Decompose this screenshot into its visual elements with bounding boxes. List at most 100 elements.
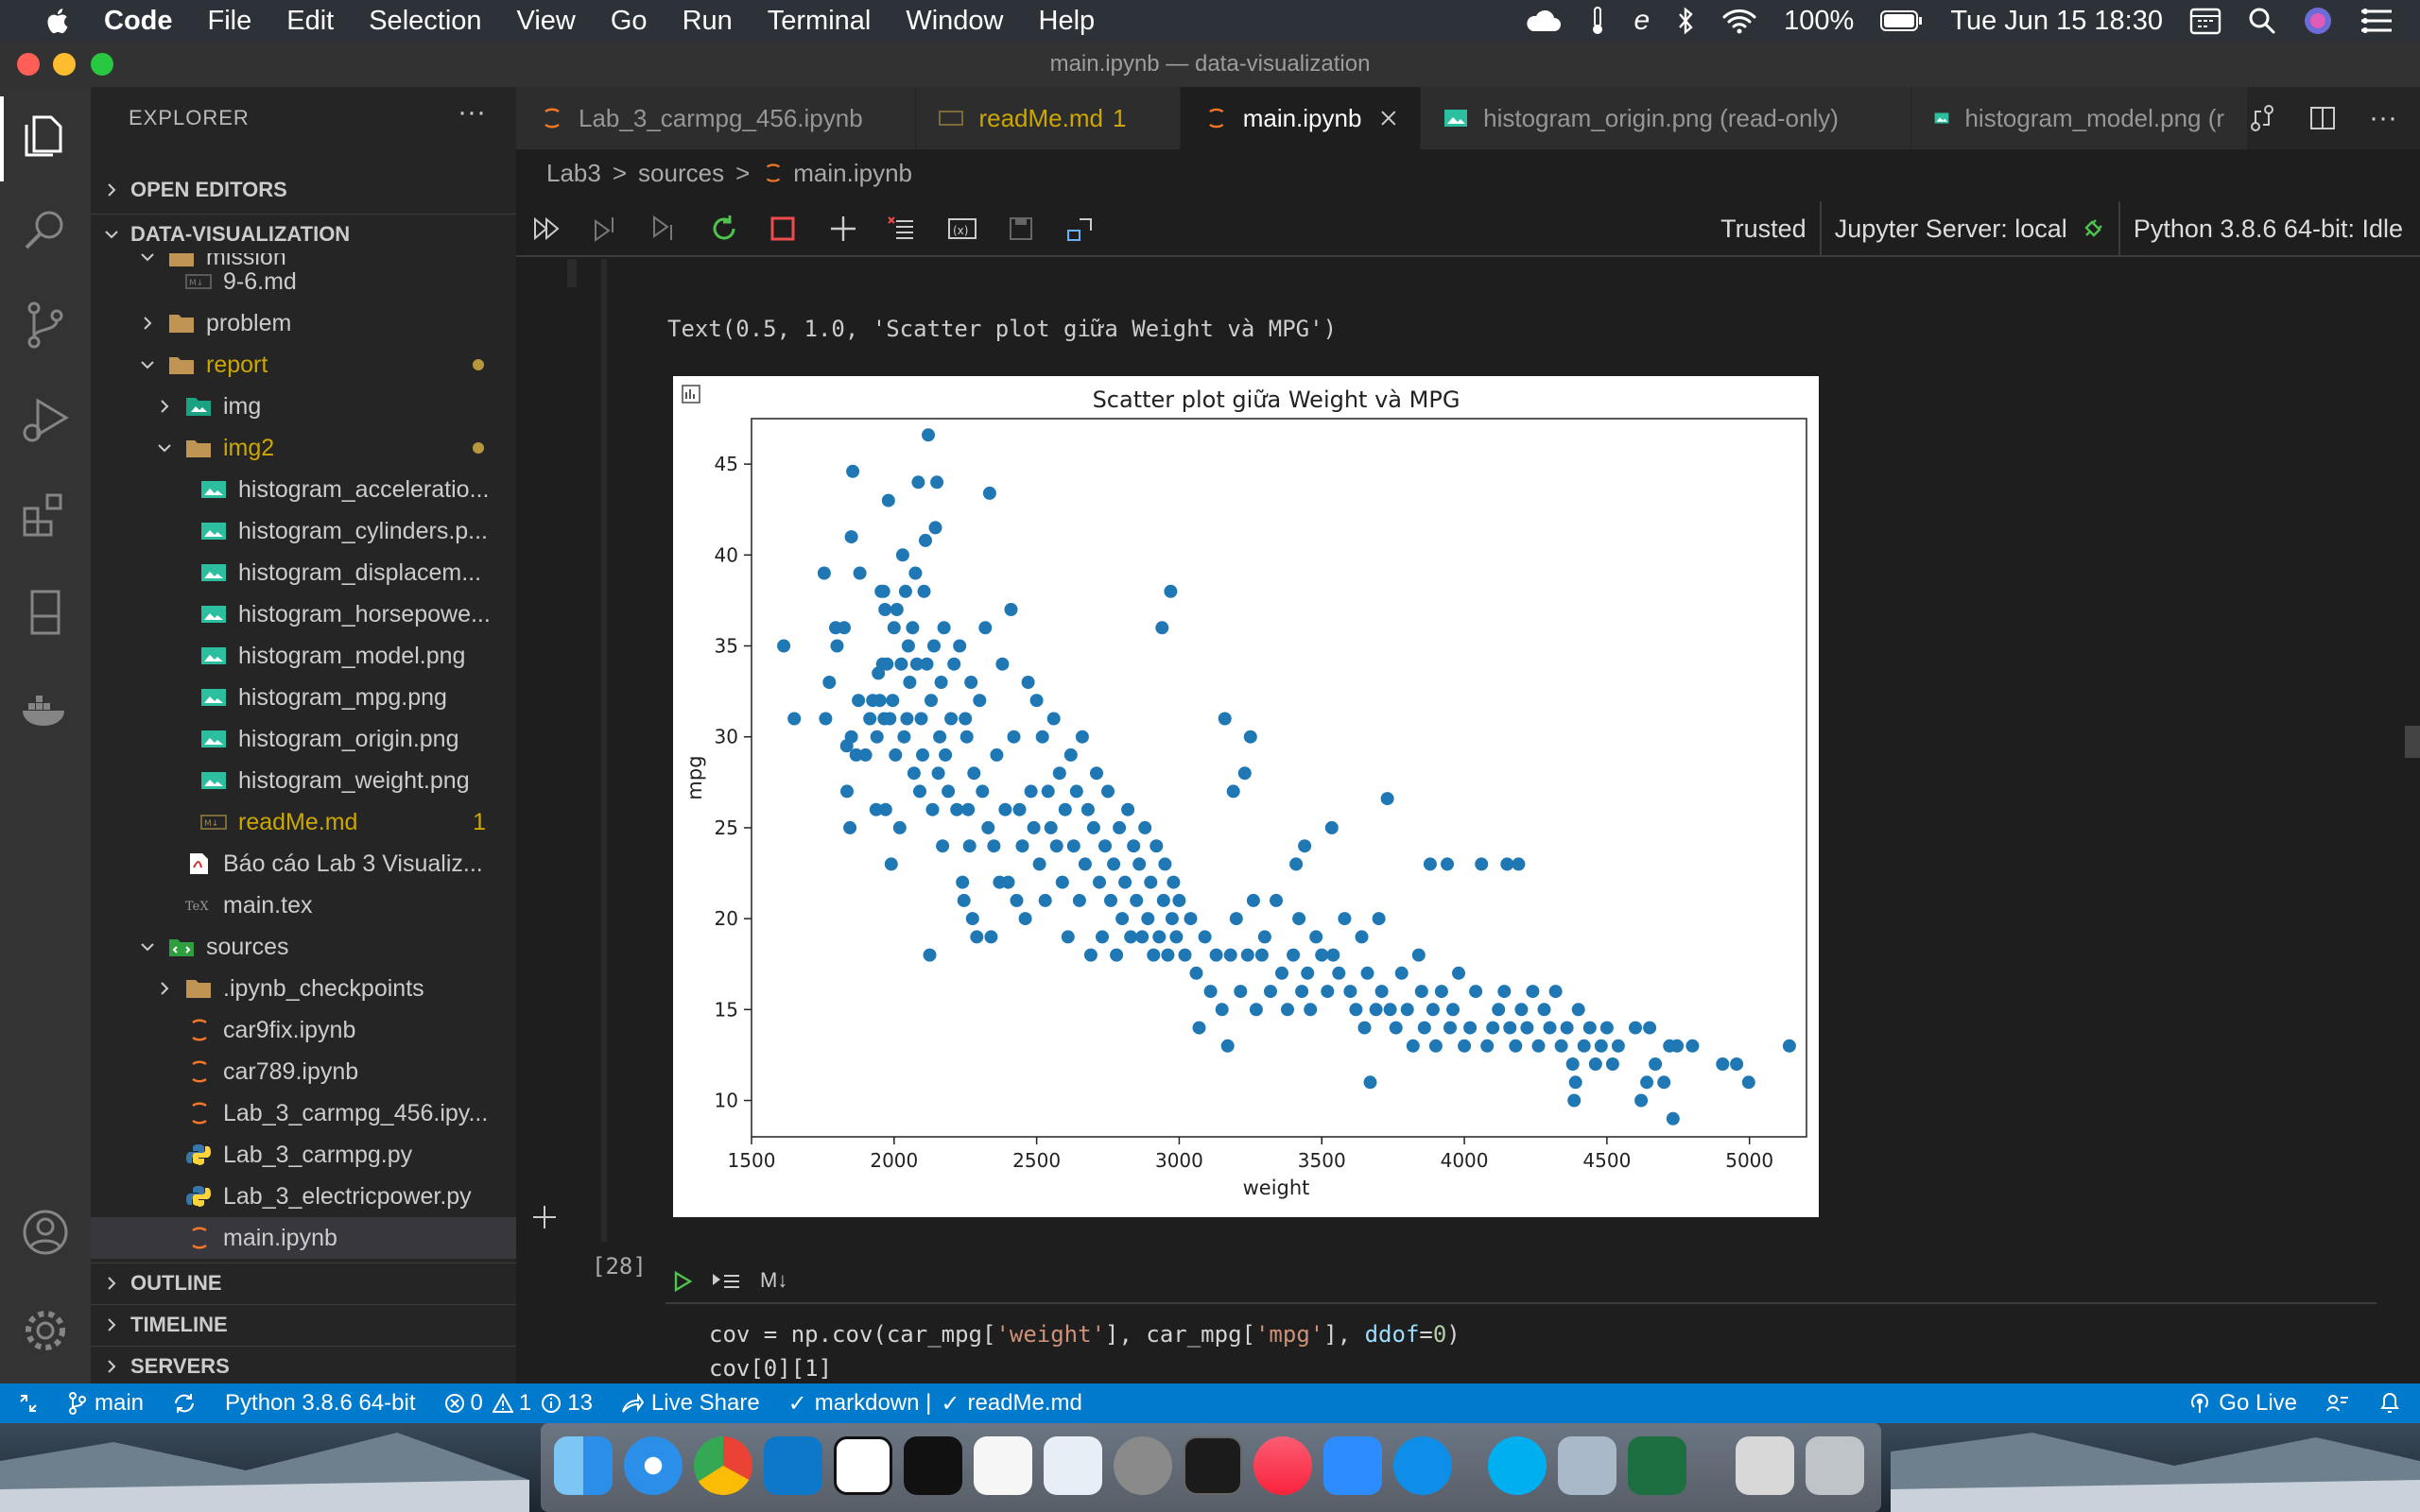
run-above-icon[interactable] bbox=[590, 214, 620, 244]
reminders-icon[interactable] bbox=[974, 1436, 1032, 1495]
account-icon[interactable] bbox=[17, 1204, 74, 1261]
tree-item-sources[interactable]: sources bbox=[91, 926, 516, 968]
breadcrumb-item[interactable]: main.ipynb bbox=[793, 158, 912, 187]
section-timeline[interactable]: TIMELINE bbox=[91, 1304, 516, 1344]
tree-item-lab3-carmpg-py[interactable]: Lab_3_carmpg.py bbox=[91, 1134, 516, 1176]
tree-item-9-6-md[interactable]: M↓ 9-6.md bbox=[91, 261, 516, 302]
safari-icon[interactable] bbox=[624, 1436, 683, 1495]
tree-item-report[interactable]: report bbox=[91, 344, 516, 386]
extensions-icon[interactable] bbox=[17, 486, 74, 542]
cloud-icon[interactable] bbox=[1524, 9, 1562, 33]
more-actions-icon[interactable]: ··· bbox=[458, 96, 486, 128]
remote-indicator[interactable] bbox=[17, 1392, 40, 1415]
problems-status[interactable]: 0 1 13 bbox=[444, 1390, 593, 1417]
add-cell-icon[interactable] bbox=[531, 1204, 558, 1230]
restart-kernel-icon[interactable] bbox=[709, 214, 739, 244]
jupyter-server-status[interactable]: Jupyter Server: local bbox=[1834, 214, 2067, 243]
breadcrumb-item[interactable]: sources bbox=[638, 158, 725, 187]
scrollbar-thumb[interactable] bbox=[2405, 726, 2420, 758]
feedback-button[interactable] bbox=[2325, 1392, 2350, 1415]
tree-item-ipynb-checkpoints[interactable]: .ipynb_checkpoints bbox=[91, 968, 516, 1009]
source-control-icon[interactable] bbox=[17, 297, 74, 353]
wifi-icon[interactable] bbox=[1721, 8, 1757, 34]
menu-help[interactable]: Help bbox=[1038, 5, 1096, 36]
menu-selection[interactable]: Selection bbox=[369, 5, 482, 36]
menu-app-name[interactable]: Code bbox=[104, 5, 173, 36]
tree-item-main-ipynb[interactable]: main.ipynb bbox=[91, 1217, 516, 1259]
trash-icon[interactable] bbox=[1806, 1436, 1864, 1495]
tree-item-lab3-electricpower[interactable]: Lab_3_electricpower.py bbox=[91, 1176, 516, 1217]
tree-item-main-tex[interactable]: TeX main.tex bbox=[91, 885, 516, 926]
gear-icon[interactable] bbox=[17, 1302, 74, 1359]
trusted-status[interactable]: Trusted bbox=[1720, 214, 1806, 243]
docker-icon[interactable] bbox=[17, 682, 74, 739]
python-interpreter[interactable]: Python 3.8.6 64-bit bbox=[225, 1390, 416, 1416]
vscode-icon[interactable] bbox=[764, 1436, 822, 1495]
section-servers[interactable]: SERVERS bbox=[91, 1346, 516, 1385]
run-below-icon[interactable] bbox=[711, 1270, 741, 1293]
music-icon[interactable] bbox=[1253, 1436, 1312, 1495]
menu-edit[interactable]: Edit bbox=[286, 5, 335, 36]
search-icon[interactable] bbox=[17, 202, 74, 259]
clear-outputs-icon[interactable] bbox=[887, 214, 917, 244]
tab-main-ipynb[interactable]: main.ipynb bbox=[1181, 87, 1422, 149]
more-actions-icon[interactable]: ··· bbox=[2369, 102, 2398, 133]
tree-item-car789[interactable]: car789.ipynb bbox=[91, 1051, 516, 1092]
edge-icon[interactable]: e bbox=[1634, 5, 1651, 36]
maximize-window-button[interactable] bbox=[91, 53, 113, 76]
add-cell-icon[interactable] bbox=[828, 214, 858, 244]
tableau-icon[interactable] bbox=[1044, 1436, 1102, 1495]
menu-file[interactable]: File bbox=[207, 5, 252, 36]
preview-icon[interactable] bbox=[1558, 1436, 1616, 1495]
tree-item-lab3-carmpg-456[interactable]: Lab_3_carmpg_456.ipy... bbox=[91, 1092, 516, 1134]
tree-item-img[interactable]: img bbox=[91, 386, 516, 427]
tree-item-histogram-weight[interactable]: histogram_weight.png bbox=[91, 760, 516, 801]
tab-histogram-model[interactable]: histogram_model.png (r bbox=[1911, 87, 2249, 149]
teamviewer-icon[interactable] bbox=[1393, 1436, 1452, 1495]
tree-item-problem[interactable]: problem bbox=[91, 302, 516, 344]
tree-item-histogram-horsepower[interactable]: histogram_horsepowe... bbox=[91, 593, 516, 635]
code-cell[interactable]: cov = np.cov(car_mpg['weight'], car_mpg[… bbox=[666, 1302, 2377, 1383]
calendar-icon[interactable] bbox=[2189, 7, 2221, 35]
compare-changes-icon[interactable] bbox=[2248, 104, 2276, 132]
export-icon[interactable] bbox=[1064, 214, 1095, 244]
downloads-folder-icon[interactable] bbox=[1736, 1436, 1794, 1495]
kernel-status[interactable]: Python 3.8.6 64-bit: Idle bbox=[2133, 214, 2403, 243]
spotlight-search-icon[interactable] bbox=[2248, 7, 2276, 35]
variables-icon[interactable]: (x) bbox=[947, 214, 977, 244]
interrupt-kernel-icon[interactable] bbox=[768, 214, 798, 244]
excel-icon[interactable] bbox=[1628, 1436, 1686, 1495]
section-project[interactable]: DATA-VISUALIZATION bbox=[91, 214, 516, 253]
menu-terminal[interactable]: Terminal bbox=[767, 5, 872, 36]
clock[interactable]: Tue Jun 15 18:30 bbox=[1950, 5, 2163, 36]
battery-icon[interactable] bbox=[1880, 9, 1924, 32]
section-open-editors[interactable]: OPEN EDITORS bbox=[91, 170, 516, 210]
breadcrumb-item[interactable]: Lab3 bbox=[546, 158, 601, 187]
convert-to-markdown-button[interactable]: M↓ bbox=[760, 1268, 788, 1292]
minimize-window-button[interactable] bbox=[53, 53, 76, 76]
tree-item-histogram-model[interactable]: histogram_model.png bbox=[91, 635, 516, 677]
siri-icon[interactable] bbox=[2303, 6, 2333, 36]
menu-run[interactable]: Run bbox=[682, 5, 733, 36]
explorer-icon[interactable] bbox=[17, 108, 74, 164]
menu-view[interactable]: View bbox=[516, 5, 576, 36]
branch-status[interactable]: main bbox=[68, 1390, 144, 1417]
bluetooth-icon[interactable] bbox=[1676, 7, 1695, 35]
tree-item-histogram-acceleration[interactable]: histogram_acceleratio... bbox=[91, 469, 516, 510]
notifications-button[interactable] bbox=[2378, 1391, 2401, 1416]
thermometer-icon[interactable] bbox=[1588, 6, 1607, 36]
sync-button[interactable] bbox=[172, 1392, 197, 1415]
go-live-button[interactable]: Go Live bbox=[2188, 1390, 2297, 1417]
language-mode[interactable]: ✓ markdown | ✓ readMe.md bbox=[787, 1390, 1082, 1417]
tree-item-histogram-cylinders[interactable]: histogram_cylinders.p... bbox=[91, 510, 516, 552]
chrome-icon[interactable] bbox=[694, 1436, 752, 1495]
system-preferences-icon[interactable] bbox=[1114, 1436, 1172, 1495]
plot-viewer-icon[interactable] bbox=[681, 384, 701, 404]
close-window-button[interactable] bbox=[17, 53, 40, 76]
run-debug-icon[interactable] bbox=[17, 391, 74, 448]
tree-item-histogram-mpg[interactable]: histogram_mpg.png bbox=[91, 677, 516, 718]
tree-item-bao-cao-pdf[interactable]: Báo cáo Lab 3 Visualiz... bbox=[91, 843, 516, 885]
tree-item-histogram-displacement[interactable]: histogram_displacem... bbox=[91, 552, 516, 593]
terminal-icon[interactable] bbox=[904, 1436, 962, 1495]
close-tab-icon[interactable] bbox=[1380, 110, 1397, 127]
